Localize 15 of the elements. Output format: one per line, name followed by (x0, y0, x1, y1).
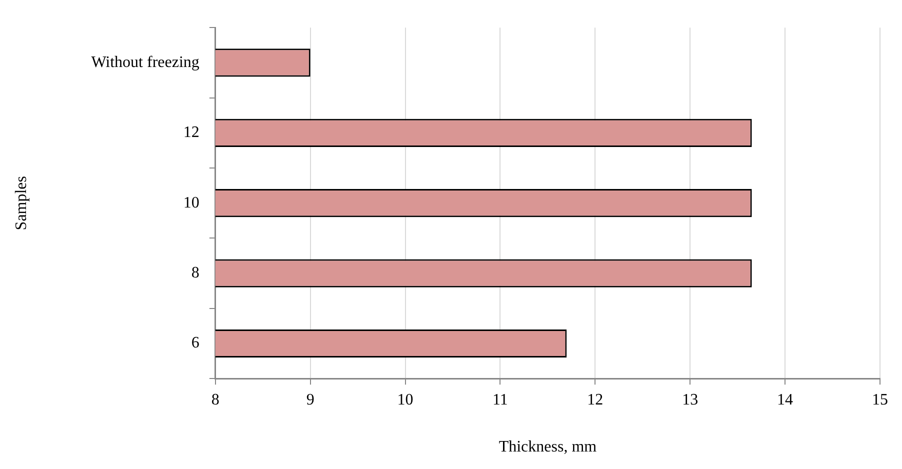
x-axis-title: Thickness, mm (498, 438, 598, 456)
x-tick-label: 15 (872, 391, 888, 408)
y-tick-label: 10 (183, 194, 200, 212)
x-tick-label: 10 (397, 391, 414, 408)
x-tick-label: 8 (211, 391, 220, 408)
x-tick-label: 9 (306, 391, 314, 408)
y-tick-label: 12 (183, 124, 200, 142)
y-axis-title: Samples (12, 176, 30, 230)
y-tick-label: 6 (191, 334, 200, 352)
x-tick-label: 13 (682, 391, 698, 408)
y-tick-label: 8 (191, 264, 200, 282)
x-tick-label: 11 (492, 391, 508, 408)
y-tick-label: Without freezing (91, 54, 200, 71)
x-tick-label: 12 (587, 391, 604, 408)
x-tick-label: 14 (777, 391, 794, 408)
